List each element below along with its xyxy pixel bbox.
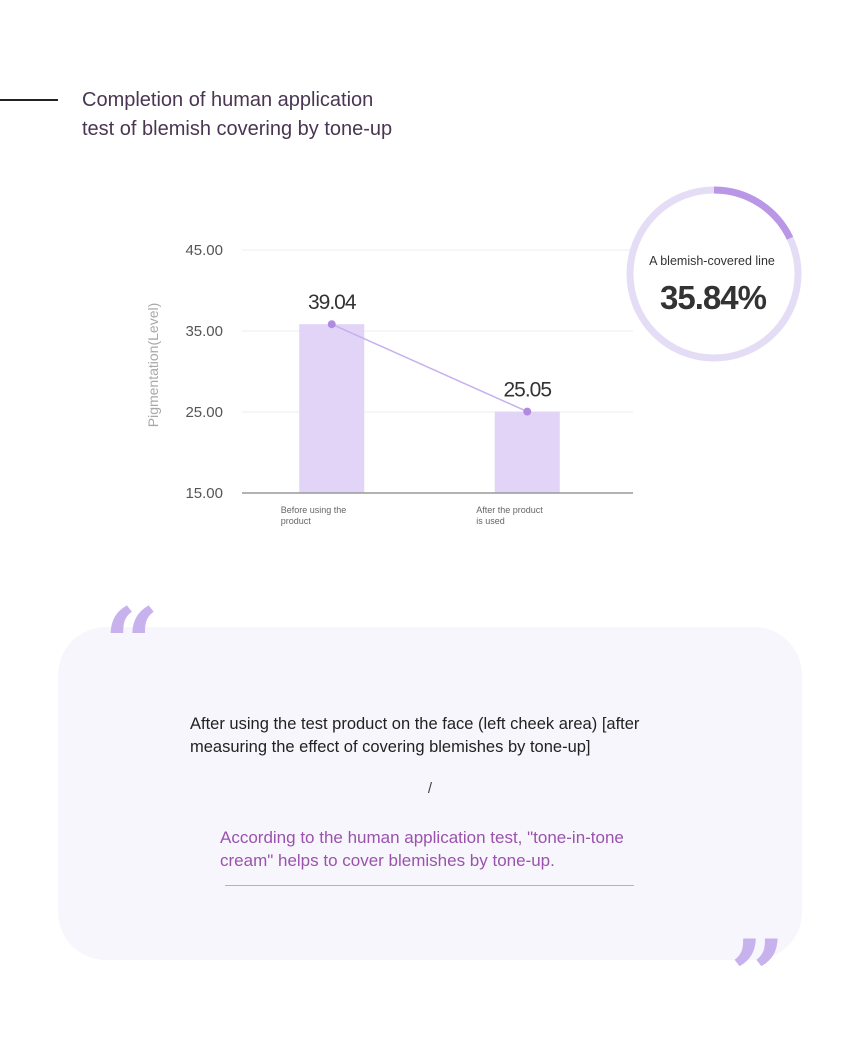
title-rule	[0, 99, 58, 101]
y-tick-label: 25.00	[185, 404, 223, 421]
y-tick-label: 35.00	[185, 323, 223, 340]
data-point	[523, 407, 532, 416]
y-tick-label: 15.00	[185, 485, 223, 502]
quote-card	[58, 627, 802, 960]
x-tick-label: After the product is used	[476, 505, 543, 526]
connector-line	[331, 323, 528, 413]
close-quote-icon: ”	[730, 919, 786, 1032]
data-label: 39.04	[308, 291, 357, 314]
badge-progress-arc	[713, 186, 794, 240]
conclusion-underline	[225, 885, 634, 886]
y-axis-label: Pigmentation(Level)	[145, 303, 161, 428]
y-tick-label: 45.00	[185, 242, 223, 259]
page-title: Completion of human application test of …	[82, 89, 393, 140]
data-label: 25.05	[503, 379, 551, 402]
divider-slash: /	[427, 780, 433, 797]
badge-value: 35.84%	[660, 279, 767, 316]
open-quote-icon: “	[104, 587, 160, 700]
pigmentation-chart: 39.04 Before using the product 25.05 After t…	[145, 186, 802, 526]
badge-label: A blemish-covered line	[649, 254, 775, 268]
x-tick-label: Before using the product	[281, 505, 347, 526]
bar	[299, 324, 365, 493]
test-conclusion: According to the human application test,…	[220, 828, 624, 870]
bar	[494, 411, 560, 493]
data-point	[327, 320, 336, 329]
test-description: After using the test product on the face…	[190, 715, 640, 756]
